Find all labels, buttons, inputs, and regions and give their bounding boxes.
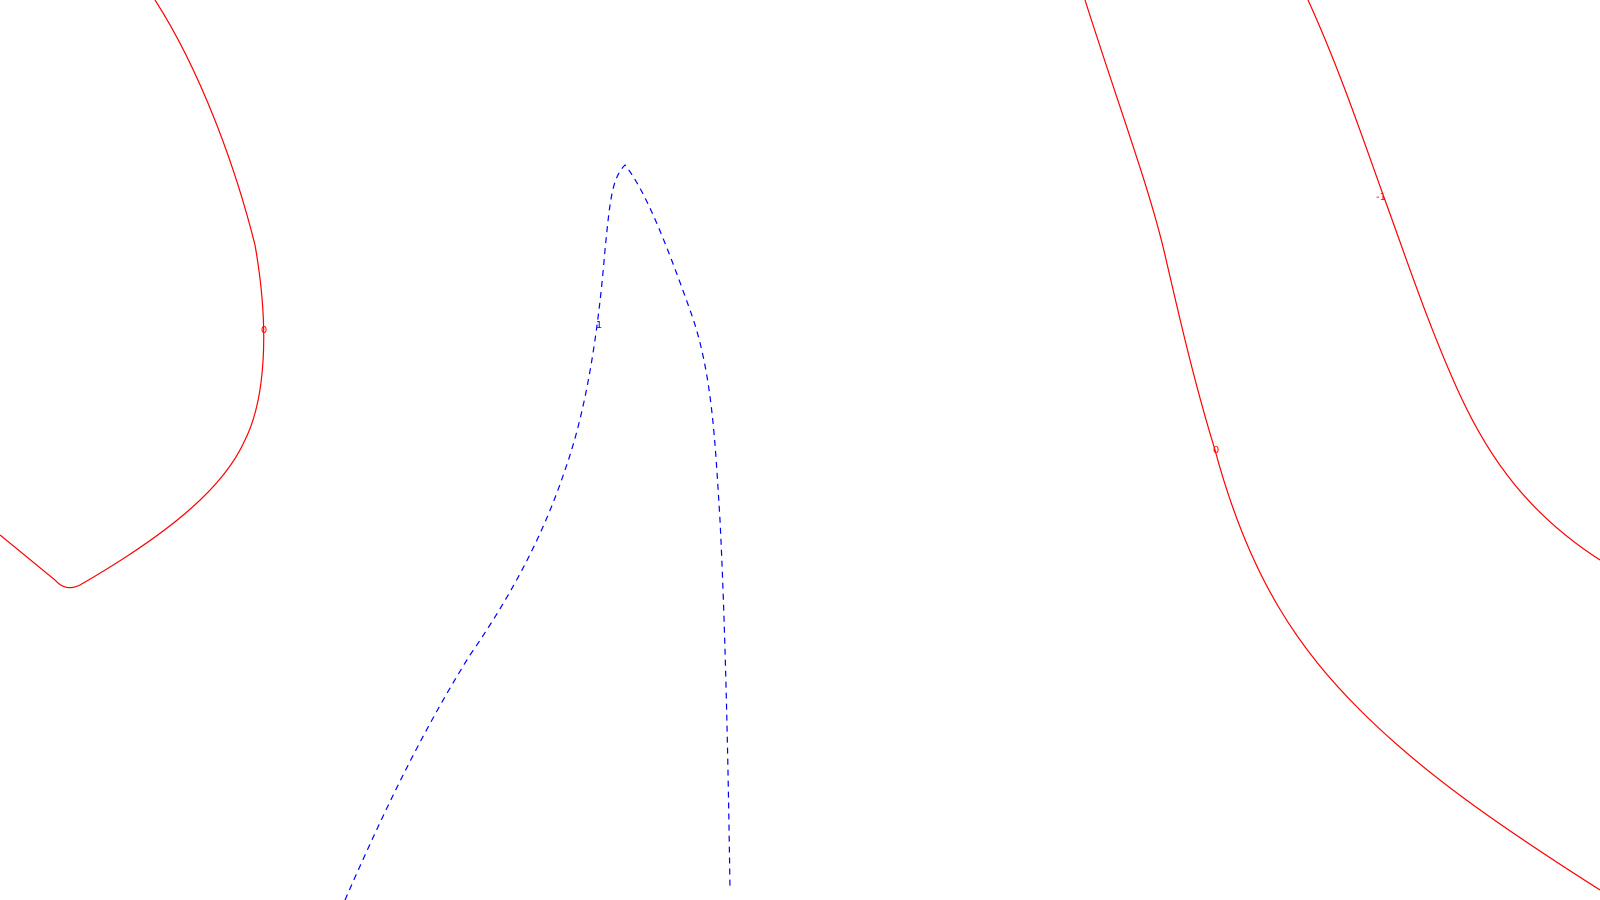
contour-label-one: 1 [596, 320, 602, 331]
contour-label-zero-right: 0 [1213, 445, 1219, 456]
contour-label-minus-one: -1 [1376, 192, 1386, 203]
contour-line-minus-one [1307, 0, 1600, 561]
contour-line-zero-left [0, 0, 265, 589]
contour-line-zero-right [1084, 0, 1600, 891]
contour-line-one [344, 164, 731, 900]
contour-label-zero-left: 0 [261, 325, 267, 336]
